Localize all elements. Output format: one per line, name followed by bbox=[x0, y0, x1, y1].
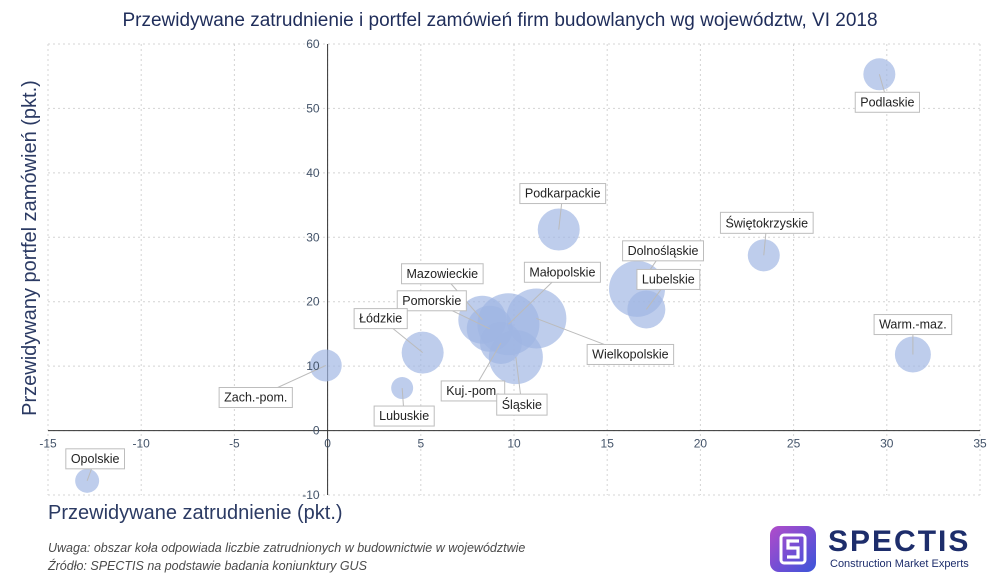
bubble-label: Podlaskie bbox=[854, 74, 920, 113]
logo-brand-text: SPECTIS bbox=[828, 525, 971, 558]
bubble-label-text: Zach.-pom. bbox=[224, 390, 287, 404]
x-tick-label: 20 bbox=[694, 437, 708, 451]
y-tick-label: 40 bbox=[306, 166, 320, 180]
label-box bbox=[873, 314, 953, 336]
label-box bbox=[586, 343, 675, 365]
label-box bbox=[218, 386, 293, 408]
bubble-label-text: Wielkopolskie bbox=[592, 347, 668, 361]
label-box bbox=[440, 380, 506, 402]
area-note: Uwaga: obszar koła odpowiada liczbie zat… bbox=[48, 541, 526, 555]
bubble-label-text: Lubuskie bbox=[379, 409, 429, 423]
bubble-label-text: Lubelskie bbox=[642, 272, 695, 286]
x-tick-label: 5 bbox=[417, 437, 424, 451]
bubble-label: Mazowieckie bbox=[401, 263, 484, 321]
y-axis-label: Przewidywany portfel zamówień (pkt.) bbox=[19, 80, 41, 416]
bubble-label: Kuj.-pom. bbox=[440, 342, 506, 402]
x-tick-label: 15 bbox=[601, 437, 615, 451]
bubbles bbox=[75, 58, 931, 493]
tick-labels: -15 -10 -5 0 5 10 15 20 25 30 35 -10 0 10 20 30 40 50 60 bbox=[39, 37, 987, 502]
bubble-label-text: Łódzkie bbox=[359, 312, 402, 326]
x-tick-label: 0 bbox=[324, 437, 331, 451]
label-box bbox=[719, 211, 814, 234]
bubble-label-text: Warm.-maz. bbox=[879, 318, 947, 332]
grid-lines bbox=[47, 43, 981, 496]
bubble-label: Lubuskie bbox=[373, 388, 435, 427]
bubble-label-text: Podlaskie bbox=[860, 95, 914, 109]
y-tick-label: 50 bbox=[306, 101, 320, 115]
logo-tagline: Construction Market Experts bbox=[830, 558, 969, 570]
bubble-label: Łódzkie bbox=[353, 308, 423, 354]
x-tick-label: 10 bbox=[507, 437, 521, 451]
y-tick-label: 0 bbox=[313, 424, 320, 438]
bubble-label-text: Kuj.-pom. bbox=[446, 384, 500, 398]
spectis-logo: SPECTIS Construction Market Experts bbox=[770, 526, 990, 576]
label-box bbox=[396, 290, 467, 312]
label-box bbox=[854, 91, 920, 113]
bubble-label: Podkarpackie bbox=[519, 183, 607, 230]
spectis-s-logo-icon bbox=[770, 526, 816, 572]
x-tick-label: -15 bbox=[39, 437, 57, 451]
x-tick-label: -5 bbox=[229, 437, 240, 451]
bubble-label: Pomorskie bbox=[396, 290, 490, 330]
bubble-label: Lubelskie bbox=[636, 268, 701, 310]
y-tick-label: -10 bbox=[302, 488, 320, 502]
y-tick-label: 10 bbox=[306, 359, 320, 373]
bubble-label-text: Małopolskie bbox=[529, 265, 595, 279]
x-tick-label: 30 bbox=[880, 437, 894, 451]
axes bbox=[48, 44, 980, 495]
x-tick-label: -10 bbox=[133, 437, 151, 451]
chart-title: Przewidywane zatrudnienie i portfel zamó… bbox=[122, 10, 878, 31]
bubble-label-text: Dolnośląskie bbox=[628, 244, 699, 258]
bubble-label: Dolnośląskie bbox=[622, 240, 705, 290]
label-box bbox=[636, 268, 701, 290]
bubble-label-text: Pomorskie bbox=[402, 294, 461, 308]
label-box bbox=[401, 263, 484, 285]
label-box bbox=[523, 261, 601, 283]
y-tick-label: 60 bbox=[306, 37, 320, 51]
y-tick-label: 20 bbox=[306, 295, 320, 309]
label-box bbox=[496, 393, 548, 416]
bubble-label: Śląskie bbox=[496, 357, 548, 416]
label-box bbox=[622, 240, 705, 262]
bubble-label-text: Mazowieckie bbox=[407, 267, 479, 281]
x-tick-label: 35 bbox=[973, 437, 987, 451]
bubble-label-text: Świętokrzyskie bbox=[725, 215, 808, 230]
bubble-label-text: Opolskie bbox=[71, 452, 120, 466]
bubble-label: Zach.-pom. bbox=[218, 365, 326, 408]
source-note: Źródło: SPECTIS na podstawie badania kon… bbox=[48, 559, 367, 573]
bubble-label: Świętokrzyskie bbox=[719, 211, 814, 256]
bubble-labels: Podlaskie Świętokrzyskie Warm.-maz. Podkarp… bbox=[65, 74, 953, 481]
bubble-label-text: Śląskie bbox=[502, 397, 542, 412]
bubble-label: Opolskie bbox=[65, 448, 126, 481]
label-box bbox=[353, 308, 408, 330]
bubble-label: Małopolskie bbox=[508, 261, 601, 325]
label-box bbox=[65, 448, 126, 470]
bubble-label-text: Podkarpackie bbox=[525, 187, 601, 201]
label-box bbox=[519, 183, 607, 205]
bubble-label: Wielkopolskie bbox=[536, 317, 675, 365]
label-box bbox=[373, 405, 435, 427]
bubble-label: Warm.-maz. bbox=[873, 314, 953, 355]
x-axis-label: Przewidywane zatrudnienie (pkt.) bbox=[48, 502, 343, 524]
y-tick-label: 30 bbox=[306, 230, 320, 244]
x-tick-label: 25 bbox=[787, 437, 801, 451]
